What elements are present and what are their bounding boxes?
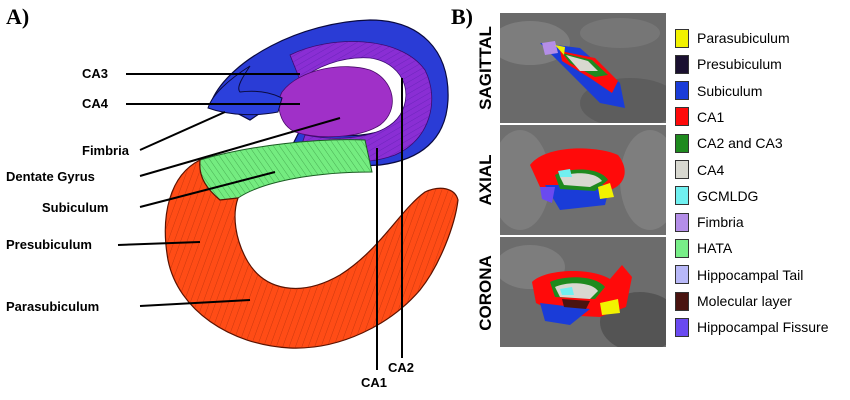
legend-label: Fimbria <box>697 214 744 231</box>
legend-swatch <box>675 28 689 48</box>
legend-label: GCMLDG <box>697 187 759 204</box>
legend-item: Fimbria <box>675 212 744 232</box>
ca4-core-shape <box>278 66 393 138</box>
legend-item: CA4 <box>675 160 724 180</box>
panel-a-label: A) <box>6 4 30 29</box>
view-label-sagittal: SAGITTAL <box>476 26 495 110</box>
legend-item: Parasubiculum <box>675 28 790 48</box>
legend-item: Presubiculum <box>675 54 782 74</box>
legend-swatch <box>675 186 689 206</box>
legend-swatch <box>675 212 689 232</box>
mri-sagittal-slice <box>500 13 666 123</box>
legend-swatch <box>675 107 689 127</box>
label-ca2: CA2 <box>388 360 414 375</box>
legend-swatch <box>675 81 689 101</box>
legend-swatch <box>675 160 689 179</box>
label-subiculum: Subiculum <box>42 200 108 215</box>
legend-label: Subiculum <box>697 82 763 99</box>
legend-label: Molecular layer <box>697 293 792 309</box>
legend-label: CA4 <box>697 161 725 178</box>
mri-axial-slice <box>500 125 666 235</box>
view-label-corona: CORONA <box>476 255 495 331</box>
leader-lines <box>117 73 403 370</box>
legend-swatch <box>675 291 689 311</box>
legend-swatch <box>675 317 689 337</box>
view-label-axial: AXIAL <box>476 154 495 206</box>
legend-item: Molecular layer <box>675 291 792 311</box>
mri-coronal-slice <box>500 237 666 347</box>
legend-item: Hippocampal Fissure <box>675 317 829 337</box>
legend-item: Hippocampal Tail <box>675 265 803 285</box>
legend-item: CA2 and CA3 <box>675 133 783 153</box>
label-parasubiculum: Parasubiculum <box>6 299 99 314</box>
legend-item: CA1 <box>675 107 724 127</box>
label-fimbria: Fimbria <box>82 143 130 158</box>
legend-item: HATA <box>675 238 732 258</box>
legend-label: CA2 and CA3 <box>697 135 783 152</box>
legend-swatch <box>675 133 689 153</box>
legend-label: Presubiculum <box>697 56 782 73</box>
panel-b-label: B) <box>451 4 473 29</box>
fimbria-shape <box>207 65 283 116</box>
label-ca1: CA1 <box>361 375 387 390</box>
legend-swatch <box>675 265 689 285</box>
label-dentate-gyrus: Dentate Gyrus <box>6 169 95 184</box>
legend-label: Hippocampal Fissure <box>697 319 829 336</box>
legend-label: Parasubiculum <box>697 30 790 46</box>
hippocampus-illustration: CA3 CA4 Fimbria Dentate Gyrus Subiculum … <box>6 19 459 390</box>
legend-label: Hippocampal Tail <box>697 266 804 283</box>
legend-label: CA1 <box>697 108 725 125</box>
legend-label: HATA <box>697 240 733 257</box>
label-ca3: CA3 <box>82 66 108 81</box>
legend-item: GCMLDG <box>675 186 758 206</box>
label-ca4: CA4 <box>82 96 109 111</box>
legend-swatch <box>675 238 689 258</box>
legend-item: Subiculum <box>675 81 762 101</box>
legend-swatch <box>675 54 689 74</box>
label-presubiculum: Presubiculum <box>6 237 92 252</box>
